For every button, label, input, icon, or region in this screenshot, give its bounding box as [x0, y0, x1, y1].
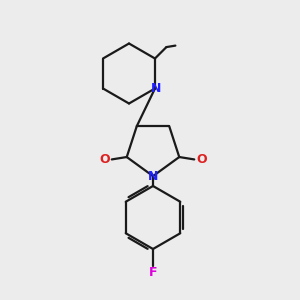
- Text: O: O: [196, 153, 207, 166]
- Text: F: F: [149, 266, 157, 279]
- Text: N: N: [150, 82, 161, 95]
- Text: N: N: [148, 169, 158, 183]
- Text: O: O: [99, 153, 110, 166]
